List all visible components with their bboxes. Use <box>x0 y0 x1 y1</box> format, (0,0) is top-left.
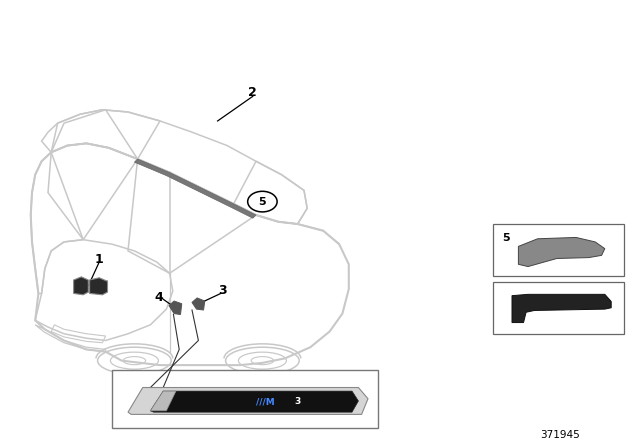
Polygon shape <box>74 277 88 295</box>
Polygon shape <box>150 391 176 411</box>
Text: 2: 2 <box>248 86 257 99</box>
Polygon shape <box>128 388 368 414</box>
Circle shape <box>248 191 277 212</box>
Text: 5: 5 <box>259 197 266 207</box>
Polygon shape <box>512 294 611 323</box>
Polygon shape <box>169 301 182 314</box>
Text: 1: 1 <box>95 253 104 267</box>
Polygon shape <box>518 237 605 267</box>
Text: 371945: 371945 <box>540 431 580 440</box>
Text: 5: 5 <box>502 233 510 243</box>
Text: ///M: ///M <box>257 397 275 406</box>
Text: 4: 4 <box>154 290 163 304</box>
Polygon shape <box>192 298 205 310</box>
FancyBboxPatch shape <box>112 370 378 428</box>
FancyBboxPatch shape <box>493 282 624 334</box>
Polygon shape <box>134 159 256 218</box>
FancyBboxPatch shape <box>493 224 624 276</box>
Polygon shape <box>150 391 358 412</box>
Text: 3: 3 <box>294 397 301 406</box>
Text: 3: 3 <box>218 284 227 297</box>
Polygon shape <box>90 278 108 295</box>
